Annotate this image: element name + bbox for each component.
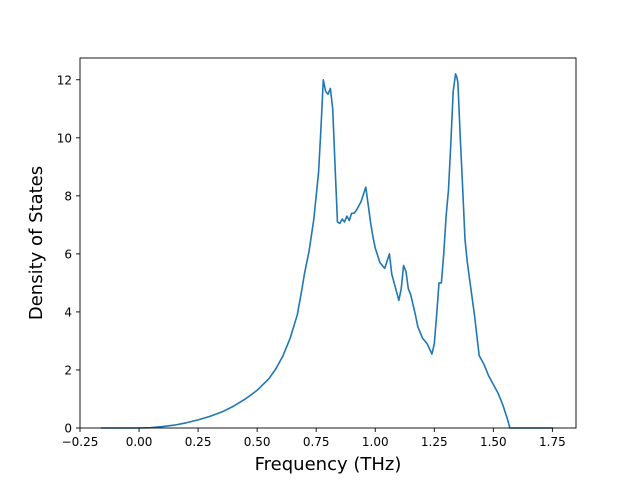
axes-frame xyxy=(79,57,577,429)
y-tick-label: 12 xyxy=(57,73,72,87)
x-tick-label: 0.50 xyxy=(244,435,271,449)
dos-series-line-0 xyxy=(100,73,554,429)
y-tick-label: 0 xyxy=(64,422,72,436)
x-tick-label: 0.25 xyxy=(185,435,212,449)
x-tick-label: 0.75 xyxy=(303,435,330,449)
y-tick-label: 2 xyxy=(64,363,72,377)
y-tick-label: 8 xyxy=(64,189,72,203)
plot-area xyxy=(80,58,576,428)
y-axis-label: Density of States xyxy=(26,166,47,320)
x-tick-label: 1.50 xyxy=(480,435,507,449)
x-tick-label: 1.25 xyxy=(421,435,448,449)
y-tick-label: 10 xyxy=(57,131,72,145)
y-tick-label: 6 xyxy=(64,247,72,261)
x-tick-label: 0.00 xyxy=(126,435,153,449)
x-tick-label: −0.25 xyxy=(62,435,99,449)
x-tick-label: 1.00 xyxy=(362,435,389,449)
x-tick-label: 1.75 xyxy=(539,435,566,449)
x-axis-label: Frequency (THz) xyxy=(255,454,402,475)
y-tick-label: 4 xyxy=(64,305,72,319)
